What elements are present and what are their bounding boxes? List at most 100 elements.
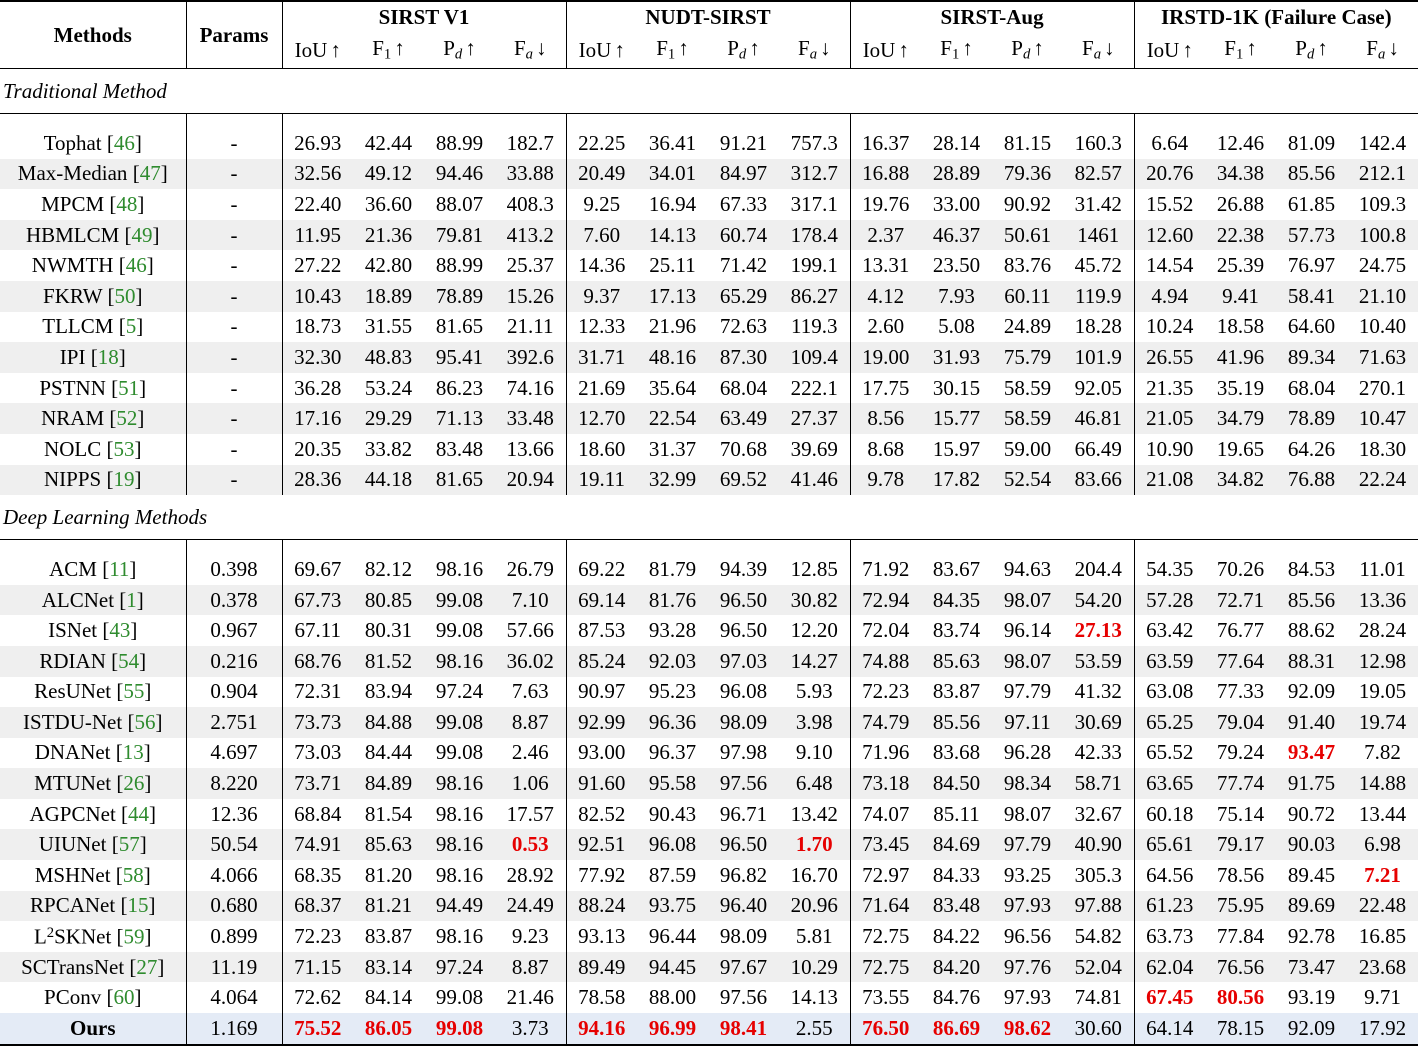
value-cell: 36.28 <box>281 372 353 404</box>
value-cell: 54.20 <box>1063 584 1135 616</box>
value-cell: 18.89 <box>353 280 424 312</box>
method-name: ISTDU-Net [56] <box>0 707 186 738</box>
value-cell: 68.04 <box>1287 375 1336 400</box>
value-cell: 64.56 <box>1133 860 1206 891</box>
table-row: MTUNet [26] 8.220 73.71 84.89 98.16 1.06 91.60… <box>0 768 1418 799</box>
value-cell: 65.25 <box>1133 707 1206 738</box>
value-cell: 58.59 <box>992 403 1064 434</box>
value-cell: 58.41 <box>1276 280 1348 312</box>
value-cell: 19.00 <box>849 342 922 373</box>
citation-link[interactable]: 55 <box>123 679 145 704</box>
citation-link[interactable]: 58 <box>122 862 144 887</box>
value-cell: 7.93 <box>921 280 993 312</box>
citation-link[interactable]: 43 <box>109 618 131 643</box>
citation-link[interactable]: 49 <box>131 222 153 247</box>
value-cell: 79.81 <box>424 219 495 251</box>
value-cell: 22.40 <box>281 189 353 220</box>
value-cell: 88.00 <box>648 985 697 1010</box>
value-cell: 76.50 <box>849 1013 922 1046</box>
citation-link[interactable]: 52 <box>116 406 138 431</box>
citation-link[interactable]: 13 <box>122 740 144 765</box>
value-cell: 72.31 <box>281 676 353 708</box>
metric-header-f1: F1 ↑ <box>637 33 708 69</box>
value-cell: 70.26 <box>1216 556 1265 581</box>
value-cell: 93.13 <box>565 921 637 952</box>
citation-link[interactable]: 15 <box>127 893 149 918</box>
value-cell: 5.93 <box>795 679 833 704</box>
value-cell: 3.73 <box>495 1013 566 1046</box>
table-row: NOLC [53] -20.35 33.82 83.48 13.66 18.60 31.37… <box>0 433 1418 465</box>
value-cell: 83.68 <box>932 740 981 765</box>
value-cell: 30.69 <box>1063 707 1135 738</box>
value-cell: 79.04 <box>1205 707 1277 738</box>
table-row: ISNet [43] 0.967 67.11 80.31 99.08 57.66 87.53… <box>0 615 1418 646</box>
citation-link[interactable]: 18 <box>97 344 119 369</box>
citation-link[interactable]: 48 <box>116 191 138 216</box>
value-cell: 44.18 <box>353 464 424 496</box>
citation-link[interactable]: 60 <box>113 985 135 1010</box>
value-cell: 65.29 <box>708 280 779 312</box>
value-cell: 32.56 <box>281 158 353 190</box>
arrow-down-icon: ↓ <box>820 36 831 61</box>
value-cell: 12.70 <box>565 403 637 434</box>
value-cell: 92.99 <box>565 707 637 738</box>
value-cell: 22.54 <box>637 403 708 434</box>
value-cell: 31.42 <box>1074 191 1122 216</box>
value-cell: 58.59 <box>1003 375 1052 400</box>
value-cell: 24.49 <box>495 890 566 922</box>
value-cell: 12.98 <box>1347 645 1418 677</box>
value-cell: 85.24 <box>565 645 637 677</box>
method-name: Tophat [46] <box>43 130 142 155</box>
value-cell: 14.36 <box>565 250 637 281</box>
value-cell: 74.16 <box>506 375 554 400</box>
citation-link[interactable]: 44 <box>128 801 150 826</box>
value-cell: 20.76 <box>1133 158 1206 190</box>
citation-link[interactable]: 56 <box>134 709 156 734</box>
citation-link[interactable]: 51 <box>118 375 140 400</box>
value-cell: 11.95 <box>281 219 353 251</box>
value-cell: 75.95 <box>1205 890 1277 922</box>
value-cell: 63.42 <box>1133 615 1206 646</box>
value-cell: 73.55 <box>849 982 922 1014</box>
value-cell: 28.92 <box>506 862 554 887</box>
value-cell: 83.48 <box>921 890 993 922</box>
value-cell: 98.07 <box>1003 801 1052 826</box>
params-cell: - <box>185 311 282 343</box>
value-cell: 7.82 <box>1364 740 1401 765</box>
citation-link[interactable]: 5 <box>125 314 137 339</box>
value-cell: 7.10 <box>495 584 566 616</box>
value-cell: 34.79 <box>1205 403 1277 434</box>
citation-link[interactable]: 19 <box>113 467 135 492</box>
citation-link[interactable]: 53 <box>113 436 135 461</box>
arrow-up-icon: ↑ <box>1182 38 1193 62</box>
value-cell: 68.04 <box>719 375 768 400</box>
citation-link[interactable]: 46 <box>113 130 135 155</box>
value-cell: 83.87 <box>932 679 981 704</box>
value-cell: 21.36 <box>353 219 424 251</box>
citation-link[interactable]: 26 <box>123 771 145 796</box>
value-cell: 31.71 <box>565 342 637 373</box>
citation-link[interactable]: 27 <box>136 954 158 979</box>
value-cell: 83.14 <box>353 951 424 983</box>
citation-link[interactable]: 46 <box>125 253 147 278</box>
value-cell: 17.82 <box>921 464 993 496</box>
value-cell: 92.09 <box>1276 1013 1348 1046</box>
citation-link[interactable]: 1 <box>126 587 137 612</box>
value-cell: 67.11 <box>281 615 353 646</box>
value-cell: 52.04 <box>1063 951 1135 983</box>
citation-link[interactable]: 11 <box>109 556 130 581</box>
value-cell: 12.46 <box>1216 130 1265 155</box>
params-cell: 2.751 <box>185 707 282 738</box>
value-cell: 69.52 <box>708 464 779 496</box>
citation-link[interactable]: 57 <box>118 832 140 857</box>
value-cell: 99.08 <box>435 985 484 1010</box>
method-name: MTUNet [26] <box>0 768 186 799</box>
citation-link[interactable]: 59 <box>123 924 145 949</box>
citation-link[interactable]: 54 <box>118 648 140 673</box>
value-cell: 17.75 <box>849 372 922 404</box>
citation-link[interactable]: 47 <box>139 161 161 186</box>
arrow-up-icon: ↑ <box>749 36 760 61</box>
value-cell: 16.70 <box>790 862 838 887</box>
value-cell: 13.66 <box>506 436 554 461</box>
citation-link[interactable]: 50 <box>114 283 136 308</box>
